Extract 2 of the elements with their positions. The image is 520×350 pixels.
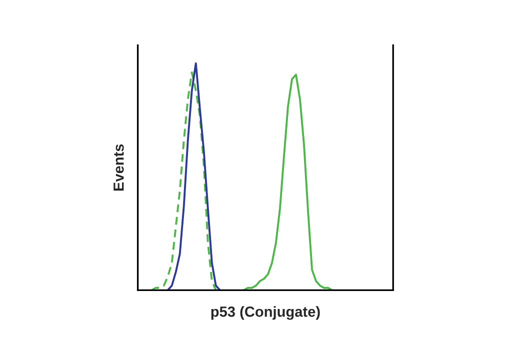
y-axis-title: Events (114, 144, 124, 191)
x-axis-title: p53 (Conjugate) (211, 306, 320, 320)
